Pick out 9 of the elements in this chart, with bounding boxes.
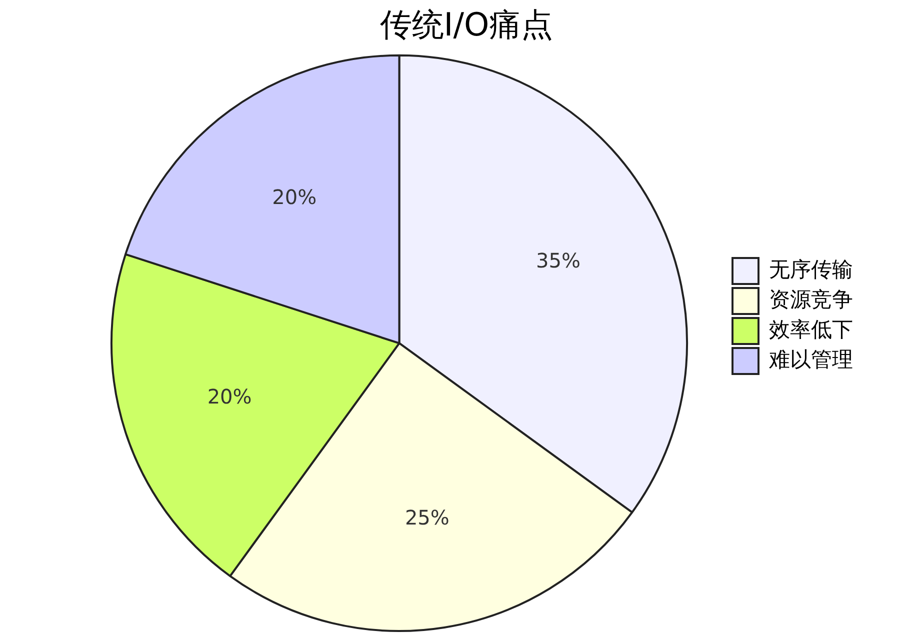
legend-label: 效率低下 bbox=[769, 317, 853, 342]
chart-title: 传统I/O痛点 bbox=[380, 6, 554, 44]
legend-label: 资源竞争 bbox=[769, 287, 853, 312]
data-label: 35% bbox=[536, 248, 580, 272]
legend-label: 难以管理 bbox=[768, 347, 853, 372]
data-label: 20% bbox=[272, 185, 317, 210]
legend-label: 无序传输 bbox=[769, 257, 853, 282]
data-label: 20% bbox=[207, 384, 252, 409]
data-label: 25% bbox=[404, 506, 450, 530]
